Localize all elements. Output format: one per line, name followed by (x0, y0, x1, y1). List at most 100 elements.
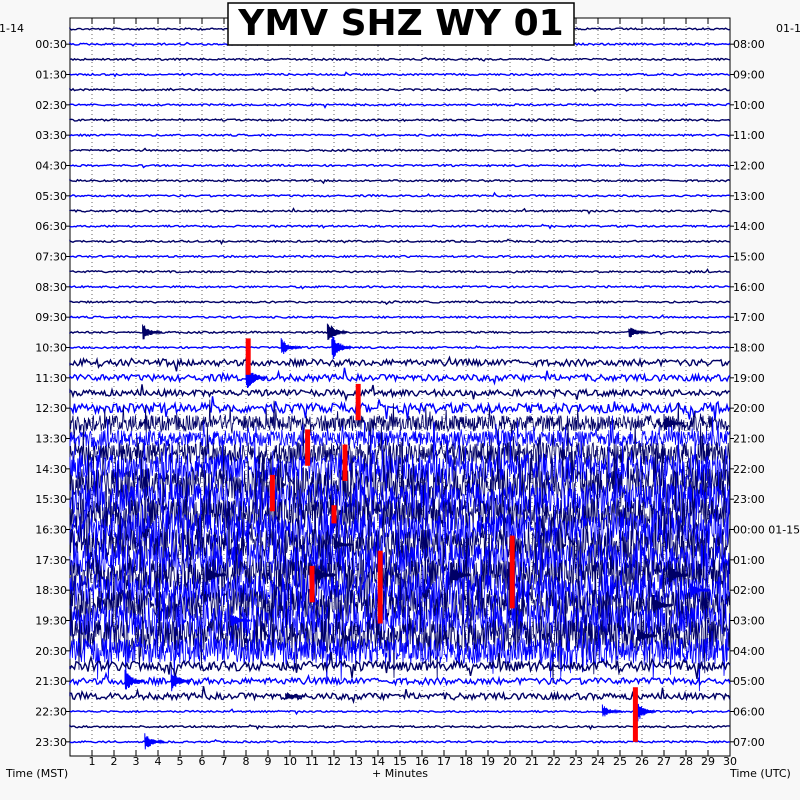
event-waveform (245, 363, 266, 389)
time-label-utc: 02:00 (733, 584, 765, 597)
x-tick-label: 12 (327, 755, 341, 768)
time-label-mst: 02:30 (35, 99, 67, 112)
y-axis-label-right: Time (UTC) (729, 767, 791, 780)
time-label-mst: 17:30 (35, 554, 67, 567)
time-label-mst: 20:30 (35, 645, 67, 658)
x-tick-label: 26 (635, 755, 649, 768)
seismic-events (124, 323, 711, 750)
x-tick-label: 2 (111, 755, 118, 768)
trace-row (69, 590, 730, 684)
event-waveform (124, 669, 145, 690)
x-tick-label: 29 (701, 755, 715, 768)
x-tick-label: 13 (349, 755, 363, 768)
trace-row (69, 399, 730, 447)
time-label-mst: 19:30 (35, 615, 67, 628)
x-tick-label: 16 (415, 755, 429, 768)
title-background (227, 2, 575, 46)
trace-row (69, 178, 731, 185)
trace-row (69, 345, 731, 350)
trace-row (69, 498, 730, 587)
event-waveform (326, 323, 348, 341)
event-waveform (652, 594, 673, 613)
time-label-utc: 20:00 (733, 402, 765, 415)
time-label-utc: 04:00 (733, 645, 765, 658)
clipped-segment (331, 505, 337, 524)
x-axis-label: + Minutes (372, 767, 428, 780)
trace-row (69, 207, 731, 215)
trace-row (69, 57, 731, 62)
event-waveform (230, 615, 251, 626)
time-label-utc: 00:00 01-15 (733, 524, 800, 537)
clipped-segment (309, 565, 315, 603)
trace-row (69, 367, 731, 386)
clipped-segment (269, 474, 275, 512)
axes: 1 2 3 4 5 6 7 8 9 10 11 12 13 14 15 16 17 18 19 20 21 22 23 24 2… (35, 18, 800, 768)
event-waveform (280, 338, 302, 355)
trace-row (69, 468, 730, 558)
clipped-segment (245, 338, 251, 375)
time-label-mst: 00:30 (35, 38, 67, 51)
event-waveform (331, 336, 352, 360)
time-label-utc: 17:00 (733, 311, 765, 324)
x-tick-label: 23 (569, 755, 583, 768)
time-label-utc: 13:00 (733, 190, 765, 203)
time-label-mst: 04:30 (35, 160, 67, 173)
trace-row (69, 284, 731, 290)
event-waveform (601, 704, 623, 717)
time-label-utc: 22:00 (733, 463, 765, 476)
time-label-mst: 18:30 (35, 584, 67, 597)
x-tick-label: 27 (657, 755, 671, 768)
trace-row (69, 651, 731, 680)
clipped-segment (509, 535, 515, 609)
event-waveform (634, 700, 656, 722)
event-waveform (628, 327, 649, 338)
time-label-mst: 08:30 (35, 281, 67, 294)
x-tick-label: 7 (221, 755, 228, 768)
trace-row (69, 614, 730, 692)
time-label-mst: 15:30 (35, 493, 67, 506)
time-label-utc: 21:00 (733, 433, 765, 446)
chart-title: YMV SHZ WY 01 (237, 3, 563, 44)
trace-row (69, 133, 731, 138)
event-waveform (689, 583, 711, 599)
x-tick-label: 20 (503, 755, 517, 768)
trace-row (69, 147, 731, 153)
time-label-mst: 07:30 (35, 251, 67, 264)
trace-row (69, 238, 731, 246)
x-tick-label: 8 (243, 755, 250, 768)
time-label-mst: 13:30 (35, 433, 67, 446)
minute-grid (91, 18, 709, 756)
time-label-utc: 10:00 (733, 99, 765, 112)
time-label-utc: 01:00 (733, 554, 765, 567)
time-label-mst: 05:30 (35, 190, 67, 203)
trace-row (69, 415, 730, 458)
time-label-utc: 15:00 (733, 251, 765, 264)
x-tick-label: 22 (547, 755, 561, 768)
trace-row (69, 71, 731, 78)
trace-row (69, 738, 730, 744)
x-tick-label: 28 (679, 755, 693, 768)
event-waveform (144, 733, 165, 750)
x-tick-label: 6 (199, 755, 206, 768)
time-label-utc: 23:00 (733, 493, 765, 506)
clipped-segment (355, 383, 361, 421)
trace-row (69, 352, 731, 372)
time-label-utc: 16:00 (733, 281, 765, 294)
time-label-utc: 18:00 (733, 342, 765, 355)
time-label-utc: 09:00 (733, 69, 765, 82)
trace-row (69, 191, 731, 198)
axis-labels: 01-14 01-14 Time (MST) + Minutes Time (U… (0, 22, 800, 780)
x-tick-label: 24 (591, 755, 605, 768)
trace-row (69, 724, 731, 731)
time-label-utc: 03:00 (733, 615, 765, 628)
trace-row (69, 163, 730, 169)
trace-row (69, 330, 731, 336)
trace-row (69, 102, 731, 109)
trace-row (69, 384, 731, 403)
date-left: 01-14 (0, 22, 24, 35)
x-tick-label: 10 (283, 755, 297, 768)
x-tick-label: 18 (459, 755, 473, 768)
event-waveform (667, 564, 689, 586)
time-label-mst: 01:30 (35, 69, 67, 82)
